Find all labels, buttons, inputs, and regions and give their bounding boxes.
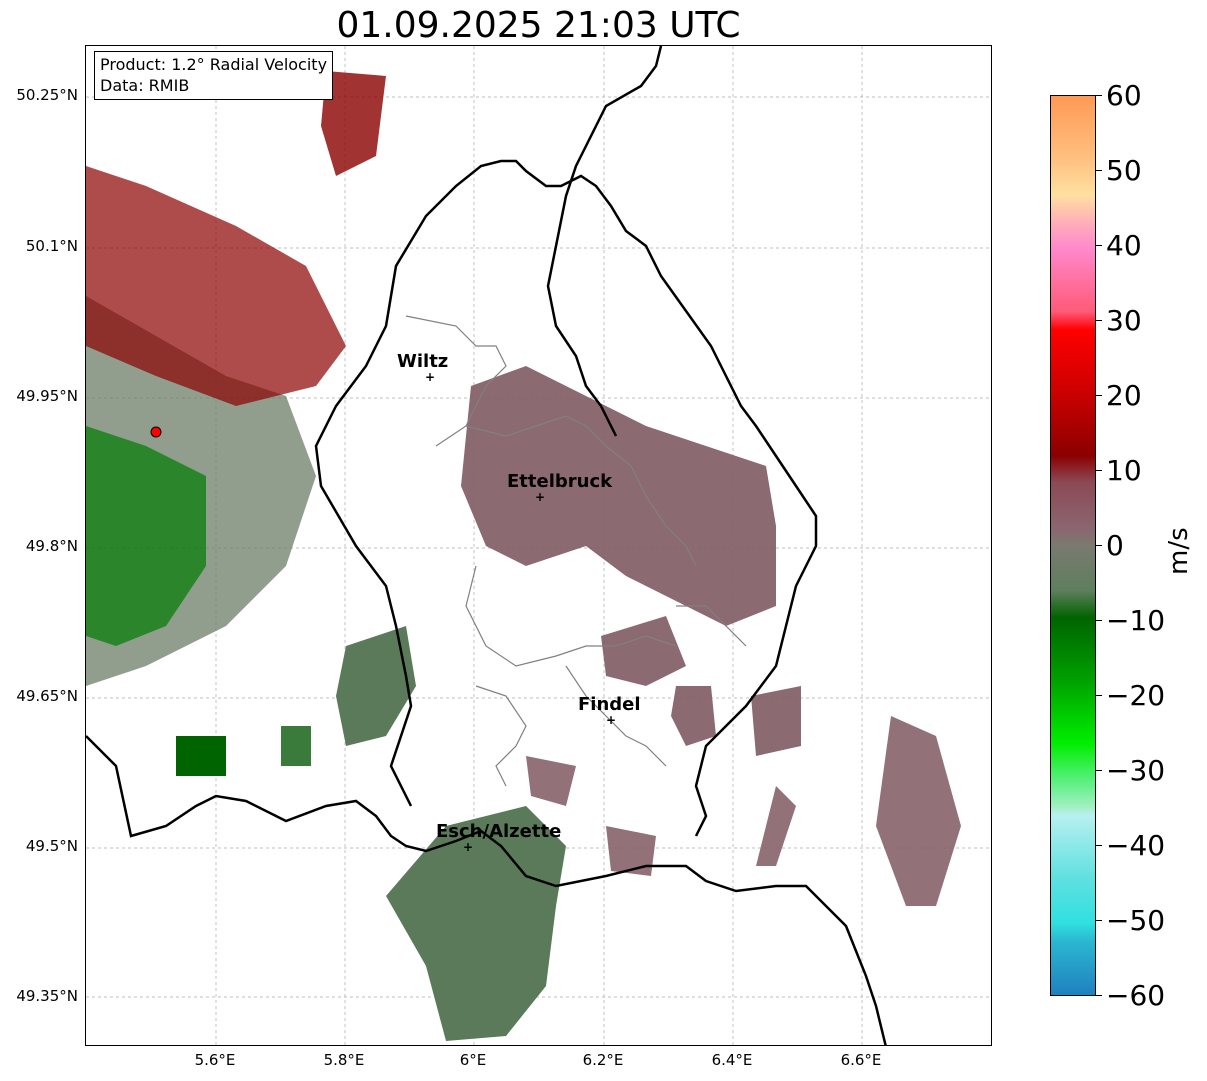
radar-map[interactable]	[85, 45, 992, 1046]
lon-label: 5.8°E	[323, 1051, 365, 1069]
colorbar-tick	[1096, 620, 1102, 621]
country-borders	[86, 46, 887, 1045]
colorbar-label: −10	[1106, 604, 1166, 637]
colorbar-label: 0	[1106, 529, 1124, 562]
lat-label: 50.1°N	[25, 237, 78, 255]
colorbar-label: −20	[1106, 679, 1166, 712]
colorbar-label: −50	[1106, 904, 1166, 937]
radar-map-svg	[86, 46, 991, 1045]
colorbar-tick	[1096, 770, 1102, 771]
colorbar-label: 60	[1106, 79, 1142, 112]
city-marker-findel: +	[606, 713, 617, 727]
colorbar-label: −30	[1106, 754, 1166, 787]
canton-boundaries	[405, 315, 747, 787]
data-source-label: Data: RMIB	[100, 76, 190, 95]
city-label-esch-alzette: Esch/Alzette	[436, 821, 562, 842]
colorbar-tick	[1096, 995, 1102, 996]
lat-label: 49.95°N	[16, 387, 78, 405]
product-info-box: Product: 1.2° Radial Velocity Data: RMIB	[94, 51, 334, 100]
lat-label: 49.65°N	[16, 687, 78, 705]
city-label-findel: Findel	[578, 694, 641, 715]
lat-label: 49.5°N	[25, 837, 78, 855]
lat-label: 49.35°N	[16, 987, 78, 1005]
lat-label: 50.25°N	[16, 86, 78, 104]
product-label: Product: 1.2° Radial Velocity	[100, 55, 328, 74]
colorbar-unit-label: m/s	[1164, 527, 1194, 575]
lat-label: 49.8°N	[25, 537, 78, 555]
colorbar-tick	[1096, 245, 1102, 246]
radar-site-marker	[150, 426, 162, 438]
colorbar-tick	[1096, 920, 1102, 921]
city-label-wiltz: Wiltz	[397, 351, 449, 372]
colorbar-tick	[1096, 170, 1102, 171]
colorbar-tick	[1096, 395, 1102, 396]
lon-label: 6.6°E	[840, 1051, 882, 1069]
map-title: 01.09.2025 21:03 UTC	[336, 5, 741, 46]
colorbar-label: −60	[1106, 979, 1166, 1012]
lon-label: 6.4°E	[711, 1051, 753, 1069]
colorbar-tick	[1096, 695, 1102, 696]
colorbar-label: −40	[1106, 829, 1166, 862]
lon-label: 6.2°E	[582, 1051, 624, 1069]
colorbar-label: 10	[1106, 454, 1142, 487]
colorbar-label: 30	[1106, 304, 1142, 337]
colorbar-tick	[1096, 470, 1102, 471]
city-marker-esch-alzette: +	[463, 840, 474, 854]
colorbar-tick	[1096, 320, 1102, 321]
velocity-colorbar	[1050, 95, 1096, 996]
city-marker-ettelbruck: +	[535, 490, 546, 504]
colorbar-tick	[1096, 95, 1102, 96]
lon-label: 6°E	[459, 1051, 487, 1069]
colorbar-tick	[1096, 845, 1102, 846]
colorbar-label: 40	[1106, 229, 1142, 262]
city-marker-wiltz: +	[425, 370, 436, 384]
colorbar-label: 20	[1106, 379, 1142, 412]
colorbar-label: 50	[1106, 154, 1142, 187]
radar-echoes	[86, 71, 961, 1041]
lon-label: 5.6°E	[194, 1051, 236, 1069]
colorbar-tick	[1096, 545, 1102, 546]
city-label-ettelbruck: Ettelbruck	[507, 471, 613, 492]
